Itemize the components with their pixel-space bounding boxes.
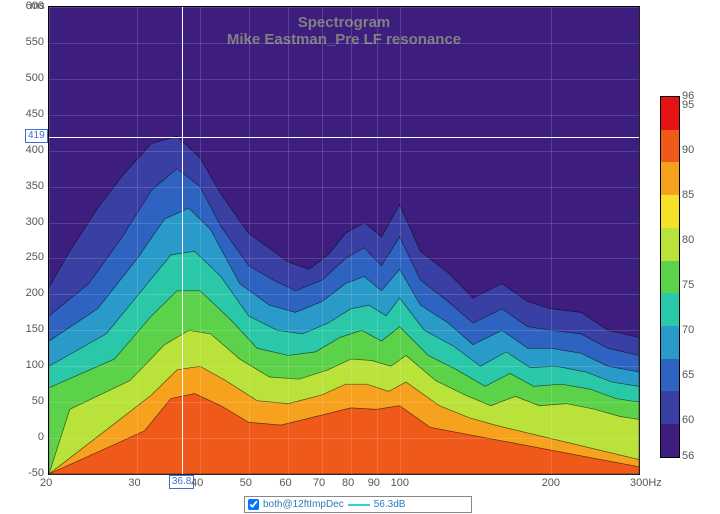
colorbar-segment — [661, 97, 679, 130]
colorbar-tick: 85 — [682, 189, 694, 201]
colorbar-segment — [661, 162, 679, 195]
spectrogram-figure: ms Spectrogram Mike Eastman_Pre LF reson… — [0, 0, 720, 514]
colorbar-tick: 80 — [682, 234, 694, 246]
x-tick-label: 40 — [191, 477, 203, 489]
gridline-v — [249, 7, 250, 474]
colorbar-segment — [661, 424, 679, 457]
y-tick-label: 250 — [4, 251, 44, 263]
gridline-h — [49, 474, 639, 475]
gridline-v — [400, 7, 401, 474]
colorbar-segment — [661, 130, 679, 163]
x-tick-label: 20 — [40, 477, 52, 489]
gridline-v — [288, 7, 289, 474]
legend-value: 56.3dB — [374, 499, 406, 510]
colorbar-tick: 65 — [682, 369, 694, 381]
colorbar-segment — [661, 391, 679, 424]
gridline-v — [551, 7, 552, 474]
legend-series-label: both@12ftImpDec — [263, 499, 344, 510]
legend-swatch — [348, 504, 370, 506]
colorbar-tick: 90 — [682, 144, 694, 156]
x-tick-label: 30 — [128, 477, 140, 489]
y-tick-label: 150 — [4, 323, 44, 335]
y-tick-label: 350 — [4, 180, 44, 192]
legend-box: both@12ftImpDec 56.3dB — [244, 496, 472, 513]
colorbar-segment — [661, 326, 679, 359]
x-tick-label: 50 — [240, 477, 252, 489]
colorbar-tick: 60 — [682, 414, 694, 426]
cursor-y-readout: 419 — [25, 129, 48, 143]
y-tick-label: 450 — [4, 108, 44, 120]
x-tick-label: 100 — [391, 477, 409, 489]
colorbar-tick: 96 — [682, 90, 694, 102]
x-tick-label: 200 — [542, 477, 560, 489]
colorbar-tick: 75 — [682, 279, 694, 291]
x-tick-label: 300Hz — [630, 477, 662, 489]
colorbar — [660, 96, 680, 458]
gridline-v — [137, 7, 138, 474]
y-tick-label: -50 — [4, 467, 44, 479]
x-tick-label: 60 — [279, 477, 291, 489]
colorbar-segment — [661, 195, 679, 228]
y-tick-label: 100 — [4, 359, 44, 371]
y-tick-label: 550 — [4, 36, 44, 48]
x-tick-label: 80 — [342, 477, 354, 489]
colorbar-segment — [661, 293, 679, 326]
y-tick-label: 600 — [4, 0, 44, 12]
colorbar-segment — [661, 359, 679, 392]
gridline-v — [377, 7, 378, 474]
y-tick-label: 50 — [4, 395, 44, 407]
colorbar-segment — [661, 261, 679, 294]
gridline-v — [351, 7, 352, 474]
plot-area[interactable]: Spectrogram Mike Eastman_Pre LF resonanc… — [48, 6, 640, 475]
y-tick-label: 0 — [4, 431, 44, 443]
crosshair-vertical — [182, 7, 183, 474]
legend-checkbox[interactable] — [248, 499, 259, 510]
x-tick-label: 70 — [313, 477, 325, 489]
colorbar-tick: 56 — [682, 450, 694, 462]
y-tick-label: 300 — [4, 216, 44, 228]
colorbar-segment — [661, 228, 679, 261]
gridline-v — [322, 7, 323, 474]
y-tick-label: 400 — [4, 144, 44, 156]
colorbar-tick: 70 — [682, 324, 694, 336]
gridline-v — [49, 7, 50, 474]
y-tick-label: 200 — [4, 287, 44, 299]
x-tick-label: 90 — [368, 477, 380, 489]
gridline-v — [200, 7, 201, 474]
y-tick-label: 500 — [4, 72, 44, 84]
gridline-v — [639, 7, 640, 474]
